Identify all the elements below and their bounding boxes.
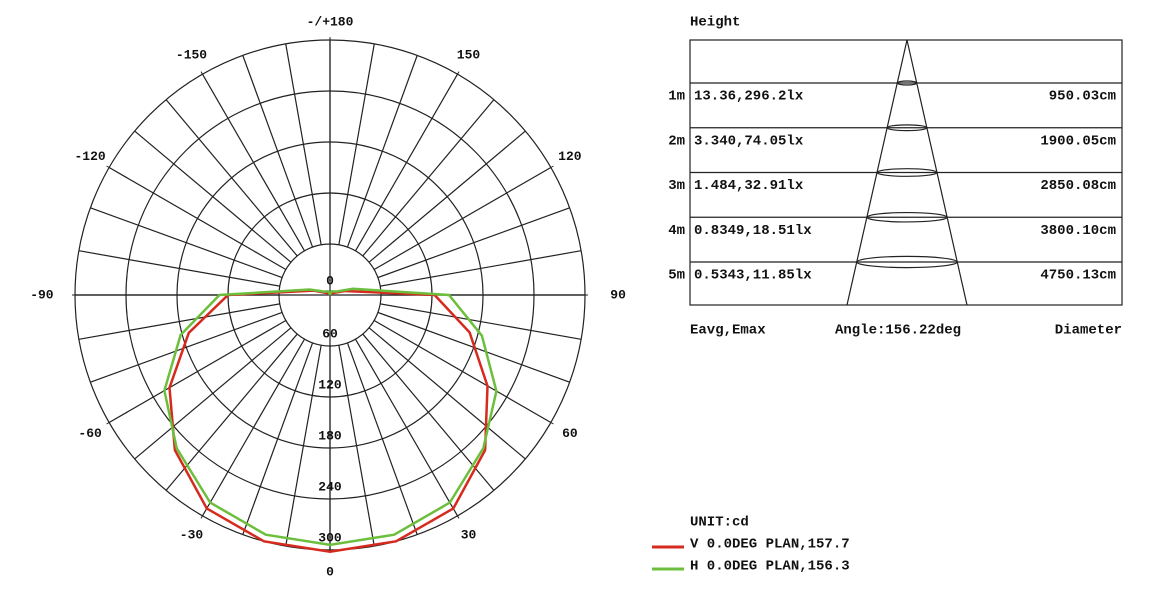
angle-tick-label: 30 — [461, 527, 477, 542]
beam-ellipse — [876, 168, 938, 177]
table-footer: Diameter — [1055, 323, 1122, 339]
row-diameter: 950.03cm — [1049, 89, 1116, 105]
beam-table: Height Eavg,Emax Angle:156.22deg Diamete… — [668, 15, 1123, 339]
r-tick-label: 120 — [318, 377, 342, 392]
polar-grid: 0 60 120 180 240 300 -150 -120 -90 -60 -30 0 30 60 90 1… — [30, 14, 626, 579]
angle-tick-label: -90 — [30, 287, 54, 302]
angle-tick-label: 120 — [558, 149, 582, 164]
row-diameter: 1900.05cm — [1040, 133, 1116, 149]
row-height: 5m — [668, 268, 685, 284]
grid-ring — [176, 141, 484, 449]
angle-tick — [200, 515, 203, 519]
legend-label: H 0.0DEG PLAN,156.3 — [690, 559, 850, 575]
legend-label: V 0.0DEG PLAN,157.7 — [690, 537, 850, 553]
row-height: 3m — [668, 178, 685, 194]
row-height: 2m — [668, 133, 685, 149]
row-diameter: 4750.13cm — [1040, 268, 1116, 284]
row-height: 1m — [668, 89, 685, 105]
r-tick-label: 300 — [318, 530, 342, 545]
angle-tick-label: -150 — [176, 48, 207, 63]
angle-tick-label: -120 — [75, 149, 106, 164]
angle-tick-label: 150 — [457, 48, 481, 63]
row-illuminance: 3.340,74.05lx — [694, 133, 804, 149]
row-illuminance: 1.484,32.91lx — [694, 178, 804, 194]
angle-tick — [550, 422, 554, 425]
r-tick-label: 240 — [318, 479, 342, 494]
r-tick-label: 60 — [322, 326, 338, 341]
r-tick-label: 0 — [326, 273, 334, 288]
row-diameter: 2850.08cm — [1040, 178, 1116, 194]
row-illuminance: 0.8349,18.51lx — [694, 223, 812, 239]
row-height: 4m — [668, 223, 685, 239]
angle-tick-label: 90 — [610, 287, 626, 302]
angle-tick-label: -60 — [78, 426, 102, 441]
unit-label: UNIT:cd — [690, 515, 749, 531]
row-diameter: 3800.10cm — [1040, 223, 1116, 239]
angle-tick — [200, 71, 203, 75]
beam-ellipse — [866, 211, 948, 223]
table-footer: Eavg,Emax — [690, 323, 766, 339]
angle-tick-label: -30 — [180, 527, 204, 542]
row-illuminance: 0.5343,11.85lx — [694, 268, 812, 284]
series-line — [163, 287, 498, 547]
angle-tick-label: 0 — [326, 564, 334, 579]
grid-ring — [278, 243, 382, 347]
curves — [163, 287, 498, 553]
table-footer: Angle:156.22deg — [835, 323, 961, 339]
series-line — [168, 289, 489, 553]
angle-tick-label: 60 — [562, 426, 578, 441]
row-illuminance: 13.36,296.2lx — [694, 89, 804, 105]
angle-tick — [457, 515, 460, 519]
angle-tick — [106, 422, 110, 425]
grid-ring — [125, 90, 535, 500]
angle-tick — [457, 71, 460, 75]
beam-ellipse — [896, 80, 918, 86]
beam-ellipse — [856, 255, 958, 269]
angle-tick-label: -/+180 — [307, 14, 354, 29]
r-tick-label: 180 — [318, 428, 342, 443]
angle-tick — [106, 165, 110, 168]
angle-tick — [550, 165, 554, 168]
beam-ellipse — [886, 124, 928, 132]
table-title: Height — [690, 15, 740, 31]
